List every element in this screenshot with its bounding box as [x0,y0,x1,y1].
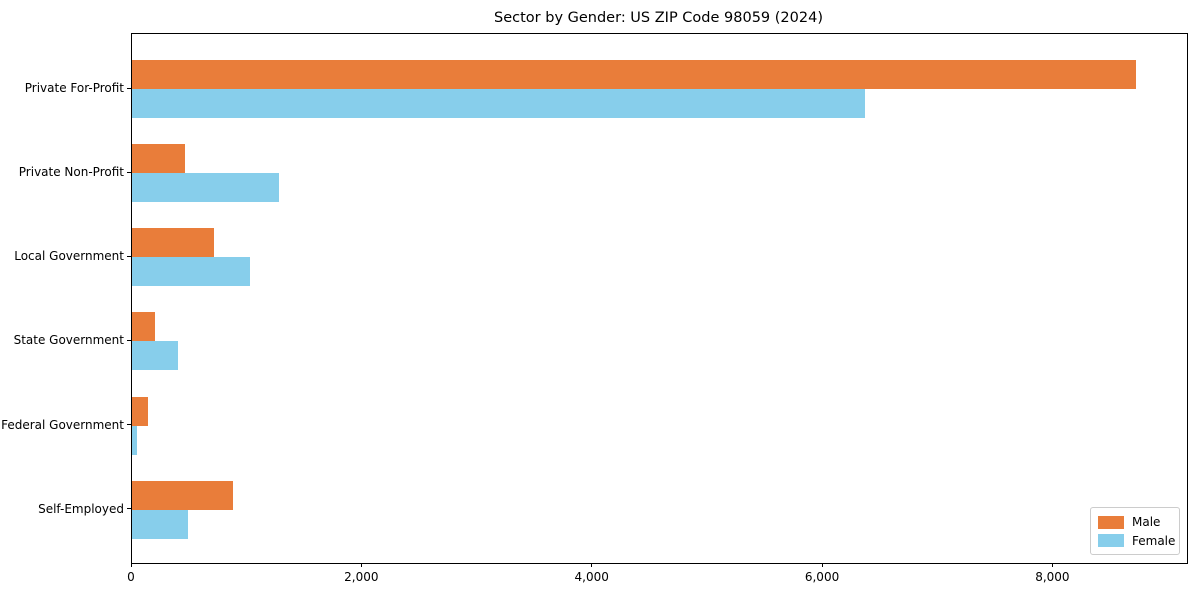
y-tick-5 [127,508,131,510]
legend-label-male: Male [1132,515,1161,530]
legend-swatch-female [1098,534,1124,548]
legend-item-female: Female [1098,532,1176,549]
bar-female-0 [132,89,865,119]
y-tick-label-0: Private For-Profit [24,81,124,96]
bar-female-4 [132,425,138,455]
y-tick-label-5: Self-Employed [38,501,124,516]
x-tick-label-4: 8,000 [1035,570,1070,584]
x-tick-label-1: 2,000 [344,570,379,584]
bar-male-5 [132,480,233,510]
y-tick-4 [127,424,131,426]
y-tick-label-2: Local Government [14,249,124,264]
plot-area [131,33,1188,564]
y-tick-0 [127,87,131,89]
x-tick-3 [821,563,823,567]
legend-item-male: Male [1098,514,1172,531]
bar-female-2 [132,257,250,287]
x-tick-4 [1051,563,1053,567]
chart-title: Sector by Gender: US ZIP Code 98059 (202… [494,10,823,26]
x-tick-label-2: 4,000 [574,570,609,584]
y-tick-label-4: Federal Government [1,417,124,432]
bar-male-4 [132,396,149,426]
x-tick-label-3: 6,000 [804,570,840,584]
x-tick-label-0: 0 [127,570,135,584]
y-tick-label-1: Private Non-Profit [18,165,124,180]
bar-male-2 [132,228,214,258]
bar-female-5 [132,509,188,539]
bar-female-1 [132,173,279,203]
y-tick-3 [127,339,131,341]
legend: Male Female [1090,507,1180,555]
x-tick-0 [130,563,132,567]
bar-male-0 [132,60,1137,90]
bar-male-1 [132,144,185,174]
x-tick-2 [591,563,593,567]
y-tick-2 [127,255,131,257]
bar-female-3 [132,341,179,371]
y-tick-label-3: State Government [13,333,124,348]
legend-label-female: Female [1132,533,1176,548]
legend-swatch-male [1098,515,1124,529]
x-tick-1 [360,563,362,567]
y-tick-1 [127,171,131,173]
bar-male-3 [132,312,155,342]
